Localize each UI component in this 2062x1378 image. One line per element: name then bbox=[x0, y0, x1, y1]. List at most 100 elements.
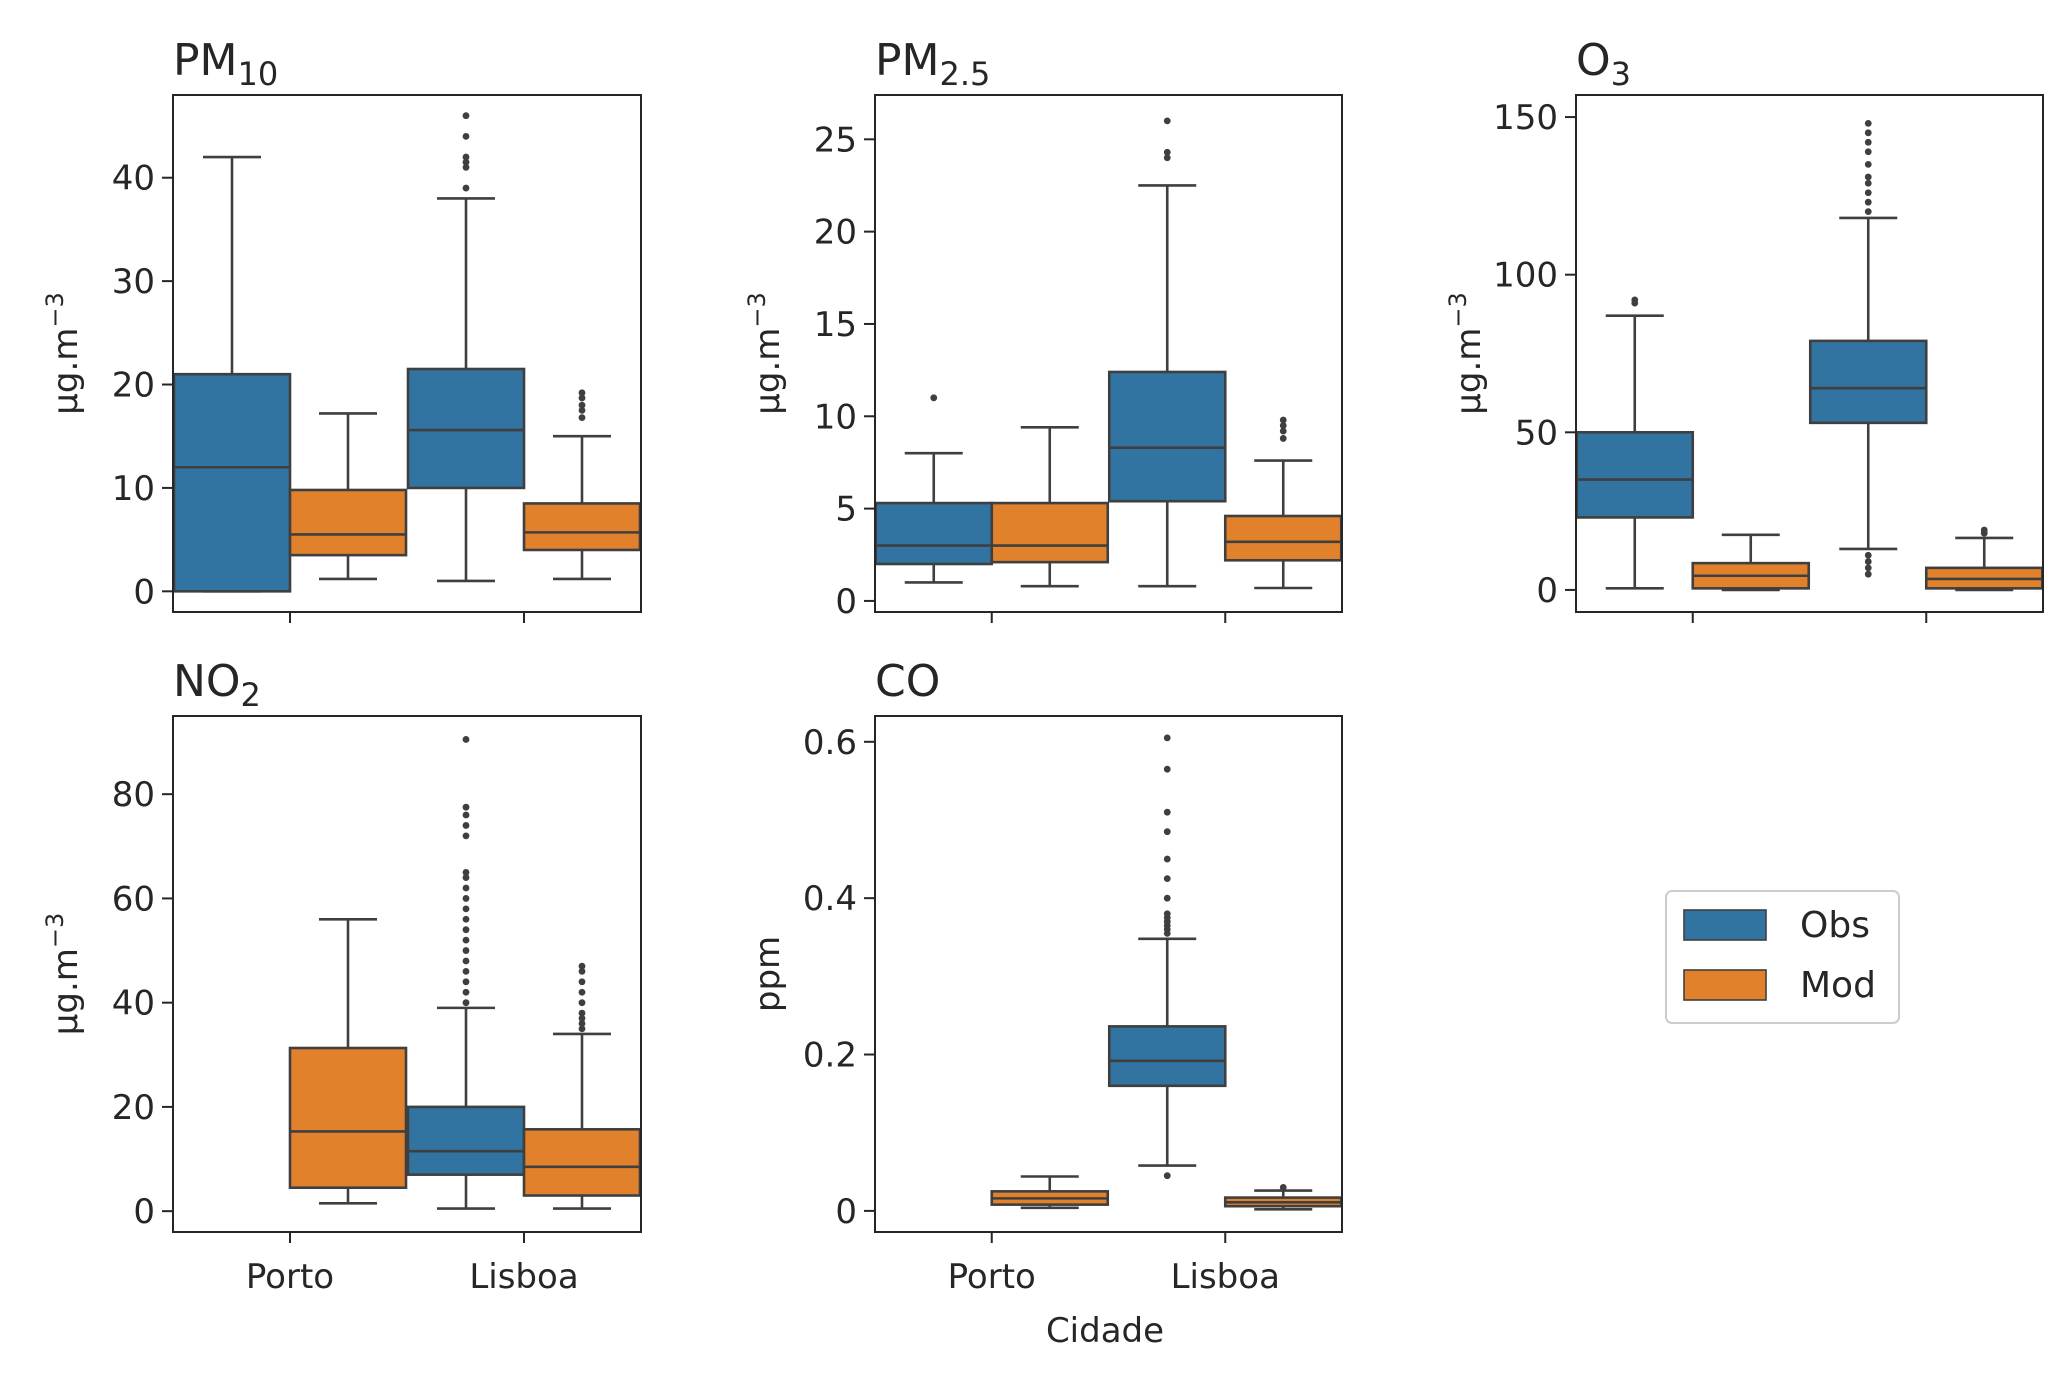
flier-point bbox=[462, 163, 470, 171]
y-tick-label: 20 bbox=[814, 213, 857, 253]
box-obs-porto bbox=[172, 155, 292, 593]
flier-point bbox=[462, 874, 470, 881]
flier-point bbox=[578, 988, 586, 996]
box-iqr bbox=[406, 1105, 526, 1176]
flier-point bbox=[1163, 828, 1171, 836]
y-tick-label: 20 bbox=[112, 366, 155, 406]
y-tick-label: 0 bbox=[133, 572, 155, 612]
legend-swatch-mod bbox=[1683, 969, 1767, 1001]
legend-label-mod: Mod bbox=[1800, 965, 1876, 1006]
panel-title: NO2 bbox=[173, 656, 261, 714]
box-iqr bbox=[1575, 431, 1695, 519]
panel-3: 0 20 40 60 80 Porto Lisboa NO2 μg.m−3 bbox=[41, 656, 642, 1297]
box-iqr bbox=[406, 367, 526, 490]
panel-title: PM2.5 bbox=[875, 35, 990, 93]
box-obs-lisboa bbox=[406, 736, 526, 1210]
box-iqr bbox=[990, 501, 1110, 564]
box-mod-lisboa bbox=[1924, 526, 2044, 592]
flier-point bbox=[1163, 910, 1171, 918]
y-tick-label: 0 bbox=[835, 582, 857, 622]
flier-point bbox=[1864, 179, 1872, 187]
flier-point bbox=[1864, 198, 1872, 206]
flier-point bbox=[1163, 894, 1171, 902]
flier-point bbox=[1864, 160, 1872, 168]
flier-point bbox=[1980, 526, 1988, 534]
x-tick-label: Lisboa bbox=[469, 1257, 578, 1297]
y-tick-label: 80 bbox=[112, 775, 155, 815]
y-tick-label: 60 bbox=[112, 879, 155, 919]
flier-point bbox=[462, 999, 470, 1007]
flier-point bbox=[1631, 296, 1639, 304]
flier-point bbox=[930, 394, 938, 402]
y-tick-label: 0 bbox=[133, 1192, 155, 1232]
box-iqr bbox=[288, 1046, 408, 1189]
flier-point bbox=[462, 884, 470, 892]
box-iqr bbox=[522, 1128, 642, 1197]
flier-point bbox=[1864, 208, 1872, 216]
shared-x-axis-label: Cidade bbox=[1046, 1311, 1164, 1351]
flier-point bbox=[462, 112, 470, 120]
y-tick-label: 150 bbox=[1493, 98, 1558, 138]
y-tick-label: 15 bbox=[814, 305, 857, 345]
flier-point bbox=[1279, 427, 1287, 435]
y-axis-label: μg.m−3 bbox=[41, 913, 86, 1036]
y-tick-label: 50 bbox=[1515, 413, 1558, 453]
flier-point bbox=[1279, 1184, 1287, 1191]
axes-frame bbox=[172, 94, 642, 613]
flier-point bbox=[462, 905, 470, 913]
box-mod-porto bbox=[1691, 533, 1811, 592]
x-tick-label: Lisboa bbox=[1171, 1257, 1280, 1297]
flier-point bbox=[462, 895, 470, 902]
flier-point bbox=[578, 1020, 586, 1027]
legend: Obs Mod bbox=[1665, 890, 1900, 1024]
box-mod-porto bbox=[990, 1175, 1110, 1210]
panels: 0 10 20 30 40 PM10 μg.m−3 0 5 10 15 20 25 PM2.5 μg.m−3… bbox=[41, 35, 2044, 1297]
panel-0: 0 10 20 30 40 PM10 μg.m−3 bbox=[41, 35, 642, 623]
flier-point bbox=[578, 1009, 586, 1017]
flier-point bbox=[1163, 734, 1171, 742]
box-obs-porto bbox=[874, 394, 994, 584]
flier-point bbox=[1864, 138, 1872, 146]
flier-point bbox=[578, 978, 586, 986]
box-mod-porto bbox=[288, 412, 408, 581]
flier-point bbox=[462, 822, 470, 829]
flier-point bbox=[462, 967, 470, 975]
flier-point bbox=[462, 832, 470, 840]
box-obs-lisboa bbox=[1808, 119, 1928, 578]
flier-point bbox=[462, 978, 470, 986]
box-obs-lisboa bbox=[1107, 117, 1227, 588]
panel-title: O3 bbox=[1576, 35, 1631, 93]
y-tick-label: 0 bbox=[835, 1192, 857, 1232]
flier-point bbox=[462, 184, 470, 192]
flier-point bbox=[578, 1025, 586, 1033]
box-iqr bbox=[1808, 339, 1928, 425]
flier-point bbox=[578, 967, 586, 975]
flier-point bbox=[1864, 148, 1872, 156]
flier-point bbox=[578, 401, 586, 409]
flier-point bbox=[578, 962, 586, 970]
flier-point bbox=[462, 957, 470, 965]
box-iqr bbox=[874, 501, 994, 566]
y-tick-label: 25 bbox=[814, 120, 857, 160]
flier-point bbox=[1163, 765, 1171, 773]
flier-point bbox=[462, 153, 470, 161]
flier-point bbox=[578, 389, 586, 397]
box-iqr bbox=[1223, 514, 1343, 562]
y-tick-label: 10 bbox=[112, 469, 155, 509]
box-obs-lisboa bbox=[406, 112, 526, 583]
y-axis-label: μg.m−3 bbox=[1444, 292, 1489, 415]
flier-point bbox=[1864, 189, 1872, 197]
panel-title: PM10 bbox=[173, 35, 278, 93]
axes-frame bbox=[874, 94, 1343, 613]
y-axis-label: μg.m−3 bbox=[41, 292, 86, 415]
legend-swatch-obs bbox=[1683, 909, 1767, 941]
box-obs-lisboa bbox=[1107, 734, 1227, 1180]
axes-frame bbox=[874, 715, 1343, 1233]
flier-point bbox=[462, 132, 470, 140]
flier-point bbox=[1163, 855, 1171, 863]
legend-label-obs: Obs bbox=[1800, 905, 1870, 946]
box-mod-lisboa bbox=[522, 962, 642, 1210]
box-iqr bbox=[522, 502, 642, 552]
flier-point bbox=[1864, 119, 1872, 127]
